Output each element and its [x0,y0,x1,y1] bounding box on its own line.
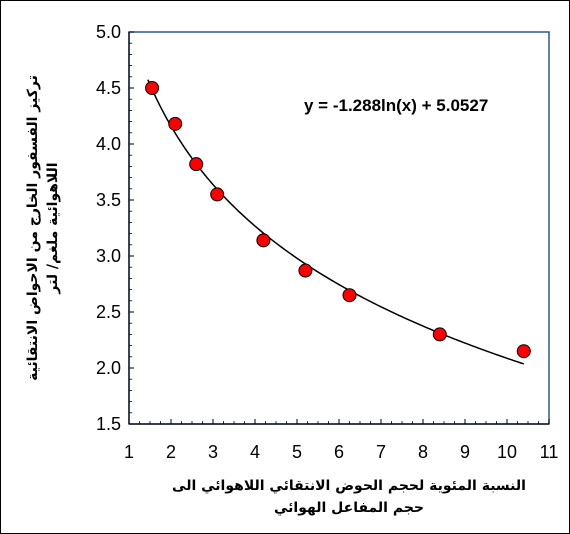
x-tick-label: 8 [418,442,428,462]
x-axis-title-line: النسبة المئوية لحجم الحوض الانتقائي اللا… [172,478,526,494]
data-point [168,116,183,131]
y-tick-label: 3.5 [96,190,121,210]
y-tick-label: 2.5 [96,302,121,322]
data-point [342,288,357,303]
y-axis-title-line: تركيز الفسفور الخارج من الاحواض الانتقائ… [25,75,41,381]
y-tick-label: 3.0 [96,246,121,266]
x-axis-ticks: 1 2 3 4 5 6 7 8 9 10 11 [124,419,558,462]
x-tick-label: 5 [292,442,302,462]
data-point [256,233,271,248]
data-point [516,344,531,359]
x-tick-label: 6 [334,442,344,462]
trendline [147,79,525,365]
x-tick-label: 1 [124,442,134,462]
x-tick-label: 7 [376,442,386,462]
data-point [210,187,225,202]
plot-border [128,31,550,425]
data-point [145,81,160,95]
y-tick-label: 1.5 [96,414,121,434]
x-tick-label: 9 [460,442,470,462]
y-tick-label: 2.0 [96,358,121,378]
y-tick-label: 5.0 [96,22,121,42]
data-point [432,327,447,342]
x-axis-title-line: حجم المفاعل الهوائي [274,500,424,516]
data-point [298,263,313,278]
trendline-equation: y = -1.288ln(x) + 5.0527 [304,96,488,115]
x-tick-label: 3 [208,442,218,462]
x-tick-label: 2 [166,442,176,462]
data-point [189,157,204,172]
y-axis-title-text: تركيز الفسفور الخارج من الاحواض الانتقائ… [25,75,61,381]
y-tick-label: 4.5 [96,78,121,98]
x-axis-title: النسبة المئوية لحجم الحوض الانتقائي اللا… [172,478,526,516]
plot-area [128,31,550,425]
x-tick-label: 4 [250,442,260,462]
y-axis-ticks: 1.5 2.0 2.5 3.0 3.5 4.0 4.5 5.0 [96,22,134,434]
x-tick-label: 11 [540,442,559,462]
trendline-group [147,79,525,365]
y-axis-title-line: اللاهوائية ملغم/ لتر [45,162,61,294]
y-axis-title: تركيز الفسفور الخارج من الاحواض الانتقائ… [25,75,61,381]
y-tick-label: 4.0 [96,134,121,154]
x-tick-label: 10 [497,442,517,462]
data-points [145,81,531,359]
